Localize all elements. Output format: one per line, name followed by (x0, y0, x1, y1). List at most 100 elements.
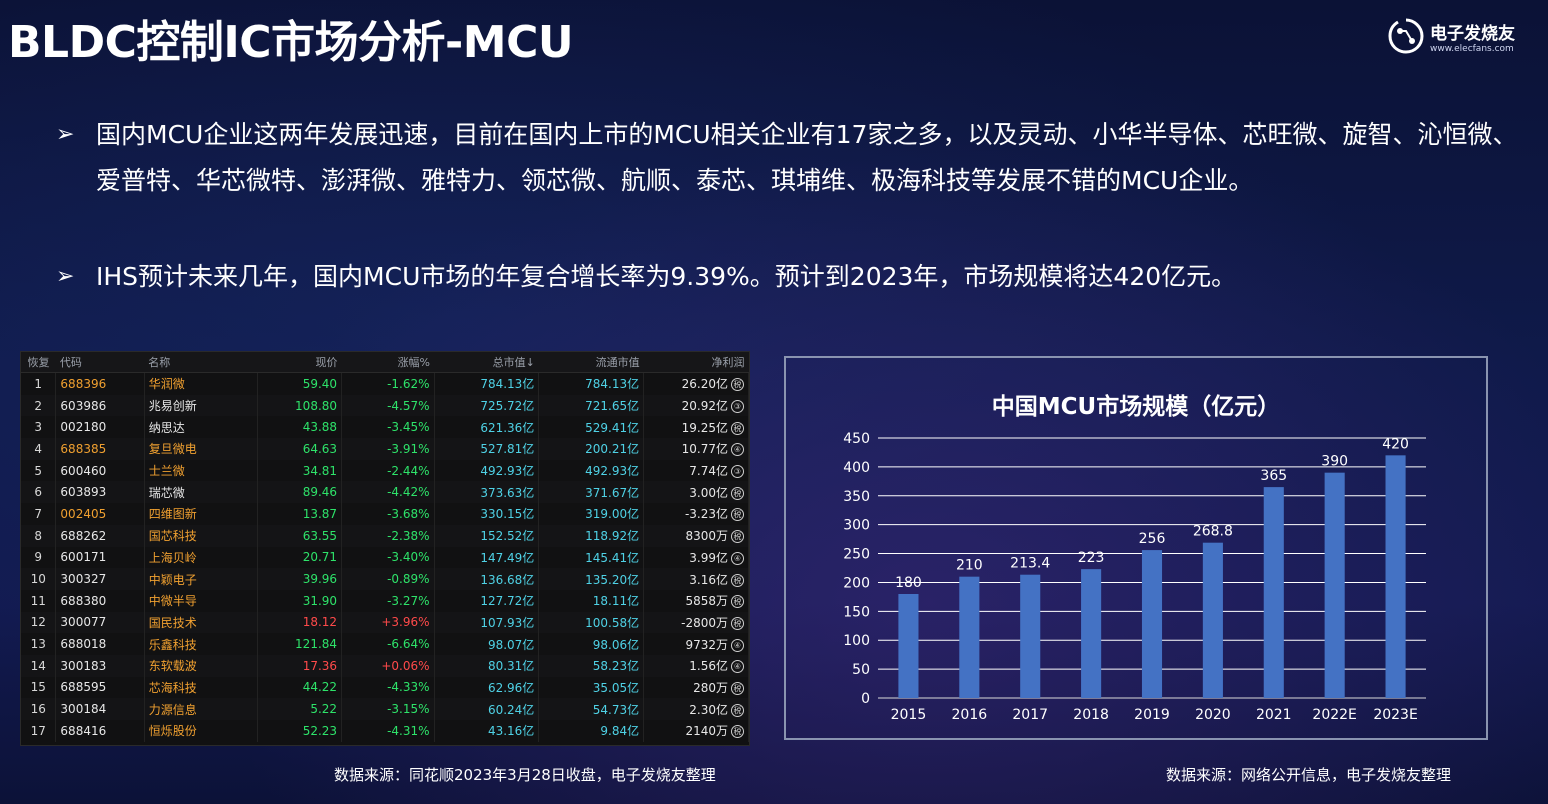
badge-icon: ④ (731, 551, 744, 565)
stock-code: 688595 (55, 676, 145, 699)
price-cell: 39.96 (257, 568, 343, 590)
float-cap-cell: 98.06亿 (538, 633, 645, 655)
net-profit-cell: 20.92亿 ③ (643, 394, 749, 417)
float-cap-cell: 54.73亿 (538, 698, 645, 720)
source-note-right: 数据来源：网络公开信息，电子发烧友整理 (1166, 766, 1452, 784)
market-cap-cell: 147.49亿 (434, 546, 540, 569)
badge-icon: 税 (731, 703, 744, 717)
col-header[interactable]: 现价 (257, 352, 342, 373)
badge-icon: 税 (731, 616, 744, 630)
net-profit-value: 2140万 (685, 724, 728, 739)
bullet-item: ➢ 国内MCU企业这两年发展迅速，目前在国内上市的MCU相关企业有17家之多，以… (56, 112, 1526, 204)
badge-icon: 税 (731, 508, 744, 522)
bullet-item: ➢ IHS预计未来几年，国内MCU市场的年复合增长率为9.39%。预计到2023… (56, 254, 1526, 300)
stock-code: 002180 (55, 416, 145, 439)
y-tick-label: 350 (843, 489, 870, 505)
stock-code: 688396 (55, 372, 145, 395)
stock-name: 兆易创新 (144, 394, 258, 417)
x-tick-label: 2021 (1256, 707, 1292, 723)
stock-name: 纳思达 (144, 416, 258, 439)
table-row[interactable]: 7 002405 四维图新 13.87 -3.68% 330.15亿 319.00亿 -3.2… (21, 503, 749, 525)
col-header[interactable]: 代码 (55, 352, 145, 373)
table-row[interactable]: 15 688595 芯海科技 44.22 -4.33% 62.96亿 35.05亿 280万税 (21, 676, 749, 699)
change-cell: -2.44% (341, 459, 435, 482)
row-index: 4 (21, 438, 57, 460)
col-header[interactable]: 净利润 (643, 352, 749, 373)
row-index: 8 (21, 524, 57, 547)
change-cell: -4.57% (341, 394, 435, 417)
stock-name: 华润微 (144, 372, 258, 395)
row-index: 1 (21, 372, 57, 395)
stock-code: 688018 (55, 633, 145, 655)
row-index: 2 (21, 394, 57, 417)
arrow-bullet-icon: ➢ (56, 122, 75, 147)
x-tick-label: 2019 (1134, 707, 1170, 723)
float-cap-cell: 492.93亿 (538, 459, 645, 482)
change-cell: -6.64% (341, 633, 435, 655)
change-cell: -3.68% (341, 503, 435, 525)
market-cap-cell: 107.93亿 (434, 611, 540, 634)
table-row[interactable]: 14 300183 东软载波 17.36 +0.06% 80.31亿 58.23亿 1.56亿… (21, 654, 749, 677)
row-index: 15 (21, 676, 57, 699)
table-row[interactable]: 17 688416 恒烁股份 52.23 -4.31% 43.16亿 9.84亿 2140万税 (21, 720, 749, 742)
change-cell: -0.89% (341, 568, 435, 590)
market-cap-cell: 621.36亿 (434, 416, 540, 439)
stock-table-screenshot: 恢复 代码 名称 现价 涨幅% 总市值↓ 流通市值 净利润 1 688396 华润微… (20, 351, 750, 746)
table-row[interactable]: 13 688018 乐鑫科技 121.84 -6.64% 98.07亿 98.06亿 9732… (21, 633, 749, 655)
col-header[interactable]: 总市值↓ (434, 352, 539, 373)
price-cell: 44.22 (257, 676, 343, 699)
change-cell: -3.40% (341, 546, 435, 569)
float-cap-cell: 35.05亿 (538, 676, 645, 699)
stock-code: 002405 (55, 503, 145, 525)
price-cell: 31.90 (257, 589, 343, 612)
net-profit-cell: 2140万税 (643, 720, 749, 742)
net-profit-value: 10.77亿 (681, 442, 728, 457)
stock-name: 中微半导 (144, 589, 258, 612)
y-tick-label: 0 (861, 691, 870, 707)
logo-url: www.elecfans.com (1430, 43, 1514, 54)
badge-icon: 税 (731, 595, 744, 609)
net-profit-value: 3.16亿 (689, 572, 728, 587)
table-row[interactable]: 8 688262 国芯科技 63.55 -2.38% 152.52亿 118.92亿 8300… (21, 524, 749, 547)
table-row[interactable]: 11 688380 中微半导 31.90 -3.27% 127.72亿 18.11亿 5858… (21, 589, 749, 612)
col-header[interactable]: 恢复 (21, 352, 56, 373)
data-label: 390 (1321, 454, 1348, 470)
col-header[interactable]: 名称 (144, 352, 258, 373)
net-profit-value: 3.99亿 (689, 550, 728, 565)
data-label: 256 (1139, 531, 1166, 547)
row-index: 11 (21, 589, 57, 612)
price-cell: 121.84 (257, 633, 343, 655)
col-header[interactable]: 流通市值 (538, 352, 644, 373)
row-index: 14 (21, 654, 57, 677)
table-row[interactable]: 3 002180 纳思达 43.88 -3.45% 621.36亿 529.41亿 19.25… (21, 416, 749, 439)
float-cap-cell: 118.92亿 (538, 524, 645, 547)
bar (959, 576, 980, 698)
table-row[interactable]: 12 300077 国民技术 18.12 +3.96% 107.93亿 100.58亿 -28… (21, 611, 749, 634)
market-cap-cell: 127.72亿 (434, 589, 540, 612)
table-row[interactable]: 16 300184 力源信息 5.22 -3.15% 60.24亿 54.73亿 2.30亿税 (21, 698, 749, 720)
net-profit-cell: 1.56亿 ④ (643, 654, 749, 677)
table-row[interactable]: 2 603986 兆易创新 108.80 -4.57% 725.72亿 721.65亿 20.… (21, 394, 749, 417)
net-profit-cell: -3.23亿税 (643, 503, 749, 525)
stock-code: 603893 (55, 481, 145, 504)
bullet-list: ➢ 国内MCU企业这两年发展迅速，目前在国内上市的MCU相关企业有17家之多，以… (56, 112, 1526, 300)
net-profit-cell: 8300万税 (643, 524, 749, 547)
float-cap-cell: 145.41亿 (538, 546, 645, 569)
table-row[interactable]: 5 600460 士兰微 34.81 -2.44% 492.93亿 492.93亿 7.74亿… (21, 459, 749, 482)
table-row[interactable]: 6 603893 瑞芯微 89.46 -4.42% 373.63亿 371.67亿 3.00亿… (21, 481, 749, 504)
logo-name: 电子发烧友 (1430, 23, 1515, 44)
table-row[interactable]: 9 600171 上海贝岭 20.71 -3.40% 147.49亿 145.41亿 3.99… (21, 546, 749, 569)
table-row[interactable]: 4 688385 复旦微电 64.63 -3.91% 527.81亿 200.21亿 10.7… (21, 438, 749, 460)
stock-code: 300183 (55, 654, 145, 677)
change-cell: -3.91% (341, 438, 435, 460)
change-cell: -3.27% (341, 589, 435, 612)
float-cap-cell: 100.58亿 (538, 611, 645, 634)
badge-icon: 税 (731, 573, 744, 587)
table-row[interactable]: 1 688396 华润微 59.40 -1.62% 784.13亿 784.13亿 26.20… (21, 372, 749, 395)
col-header[interactable]: 涨幅% (341, 352, 435, 373)
table-row[interactable]: 10 300327 中颖电子 39.96 -0.89% 136.68亿 135.20亿 3.1… (21, 568, 749, 590)
net-profit-cell: 3.99亿 ④ (643, 546, 749, 569)
market-cap-cell: 80.31亿 (434, 654, 540, 677)
market-cap-cell: 136.68亿 (434, 568, 540, 590)
stock-name: 芯海科技 (144, 676, 258, 699)
